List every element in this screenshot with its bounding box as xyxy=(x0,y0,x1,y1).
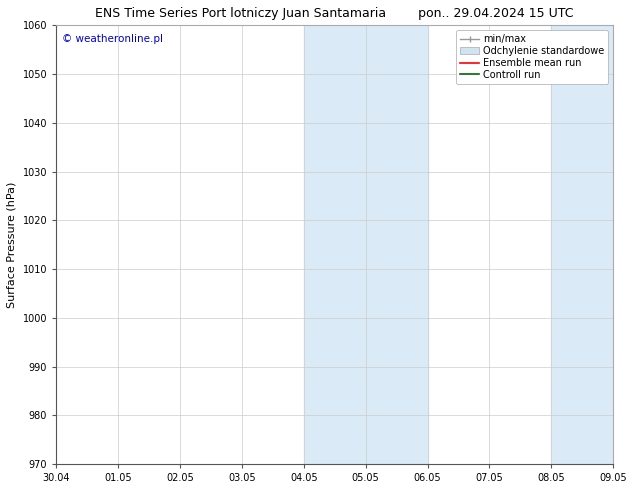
Y-axis label: Surface Pressure (hPa): Surface Pressure (hPa) xyxy=(7,181,17,308)
Bar xyxy=(552,25,613,464)
Bar xyxy=(304,25,427,464)
Title: ENS Time Series Port lotniczy Juan Santamaria        pon.. 29.04.2024 15 UTC: ENS Time Series Port lotniczy Juan Santa… xyxy=(96,7,574,20)
Text: © weatheronline.pl: © weatheronline.pl xyxy=(61,34,163,44)
Legend: min/max, Odchylenie standardowe, Ensemble mean run, Controll run: min/max, Odchylenie standardowe, Ensembl… xyxy=(456,30,609,84)
